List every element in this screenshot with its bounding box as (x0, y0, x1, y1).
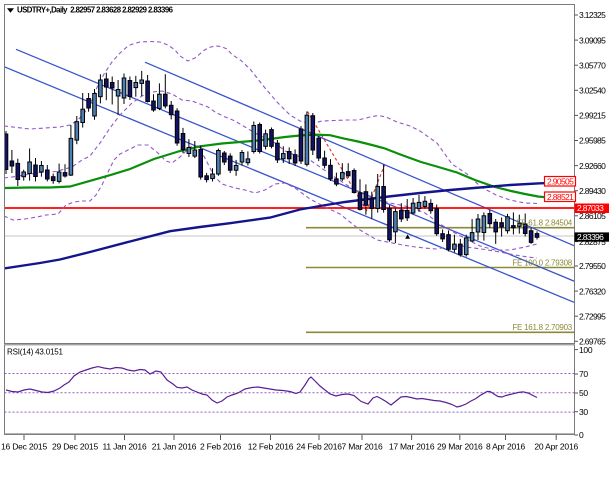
svg-text:2.86105: 2.86105 (579, 211, 606, 221)
svg-text:FE 161.8 2.70903: FE 161.8 2.70903 (512, 323, 572, 332)
svg-text:2.87033: 2.87033 (577, 203, 604, 213)
svg-text:30: 30 (579, 407, 588, 417)
svg-text:20 Apr 2016: 20 Apr 2016 (534, 442, 578, 452)
svg-text:50: 50 (579, 388, 588, 398)
svg-text:12 Feb 2016: 12 Feb 2016 (248, 442, 294, 452)
svg-text:8 Apr 2016: 8 Apr 2016 (486, 442, 526, 452)
svg-text:11 Jan 2016: 11 Jan 2016 (103, 442, 147, 452)
svg-text:70: 70 (579, 369, 588, 379)
svg-text:2.88521: 2.88521 (547, 192, 574, 202)
svg-text:2.92660: 2.92660 (579, 161, 606, 171)
svg-text:0: 0 (579, 430, 584, 440)
svg-text:16 Dec 2015: 16 Dec 2015 (1, 442, 47, 452)
svg-text:RSI(14) 43.0151: RSI(14) 43.0151 (7, 348, 63, 357)
svg-text:2.69765: 2.69765 (579, 337, 606, 347)
svg-text:24 Feb 2016: 24 Feb 2016 (296, 442, 342, 452)
svg-text:29 Mar 2016: 29 Mar 2016 (437, 442, 483, 452)
svg-text:2.72995: 2.72995 (579, 311, 606, 321)
svg-text:100: 100 (579, 345, 593, 355)
svg-text:3.09095: 3.09095 (579, 35, 606, 45)
svg-text:7 Mar 2016: 7 Mar 2016 (342, 442, 383, 452)
svg-text:2.95985: 2.95985 (579, 136, 606, 146)
svg-text:2.90505: 2.90505 (547, 176, 574, 186)
svg-text:2.79550: 2.79550 (579, 261, 606, 271)
svg-text:FE 100.0 2.79308: FE 100.0 2.79308 (512, 258, 572, 267)
svg-text:2.83396: 2.83396 (577, 232, 604, 242)
svg-text:2 Feb 2016: 2 Feb 2016 (200, 442, 241, 452)
svg-text:21 Jan 2016: 21 Jan 2016 (152, 442, 197, 452)
svg-text:2.89430: 2.89430 (579, 186, 606, 196)
svg-text:2.82875: 2.82875 (579, 237, 606, 247)
svg-text:29 Dec 2015: 29 Dec 2015 (52, 442, 98, 452)
svg-text:3.02540: 3.02540 (579, 86, 606, 96)
svg-text:3.05770: 3.05770 (579, 60, 606, 70)
svg-text:2.76320: 2.76320 (579, 286, 606, 296)
svg-text:3.12325: 3.12325 (579, 10, 606, 20)
svg-text:17 Mar 2016: 17 Mar 2016 (389, 442, 435, 452)
svg-text:2.99215: 2.99215 (579, 111, 606, 121)
svg-text:FE 61.8 2.84504: FE 61.8 2.84504 (517, 219, 573, 228)
svg-text:USDTRY+,Daily 2.82957 2.83628: USDTRY+,Daily 2.82957 2.83628 2.82929 2.… (17, 6, 174, 15)
